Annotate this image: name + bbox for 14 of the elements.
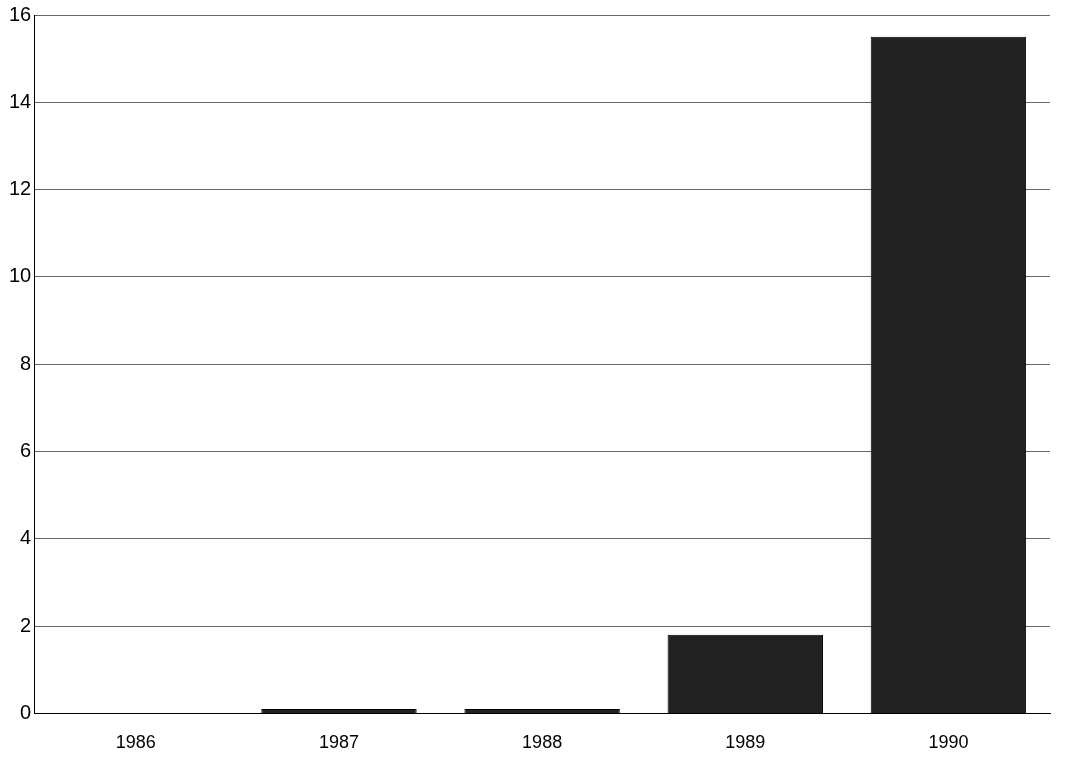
y-tick-label: 6: [20, 439, 32, 462]
y-tick-label: 8: [20, 351, 32, 374]
y-tick-label: 2: [20, 613, 32, 636]
y-tick-label: 16: [9, 2, 32, 25]
x-tick-label: 1988: [522, 732, 563, 753]
y-tick-label: 4: [20, 526, 32, 549]
x-tick-label: 1986: [115, 732, 156, 753]
x-tick-label: 1990: [928, 732, 969, 753]
x-tick-label: 1989: [725, 732, 766, 753]
y-tick-label: 10: [9, 264, 32, 287]
x-tick-label: 1987: [318, 732, 359, 753]
y-tick-label: 14: [9, 89, 32, 112]
y-tick-label: 0: [20, 700, 32, 723]
y-tick-label: 12: [9, 177, 32, 200]
